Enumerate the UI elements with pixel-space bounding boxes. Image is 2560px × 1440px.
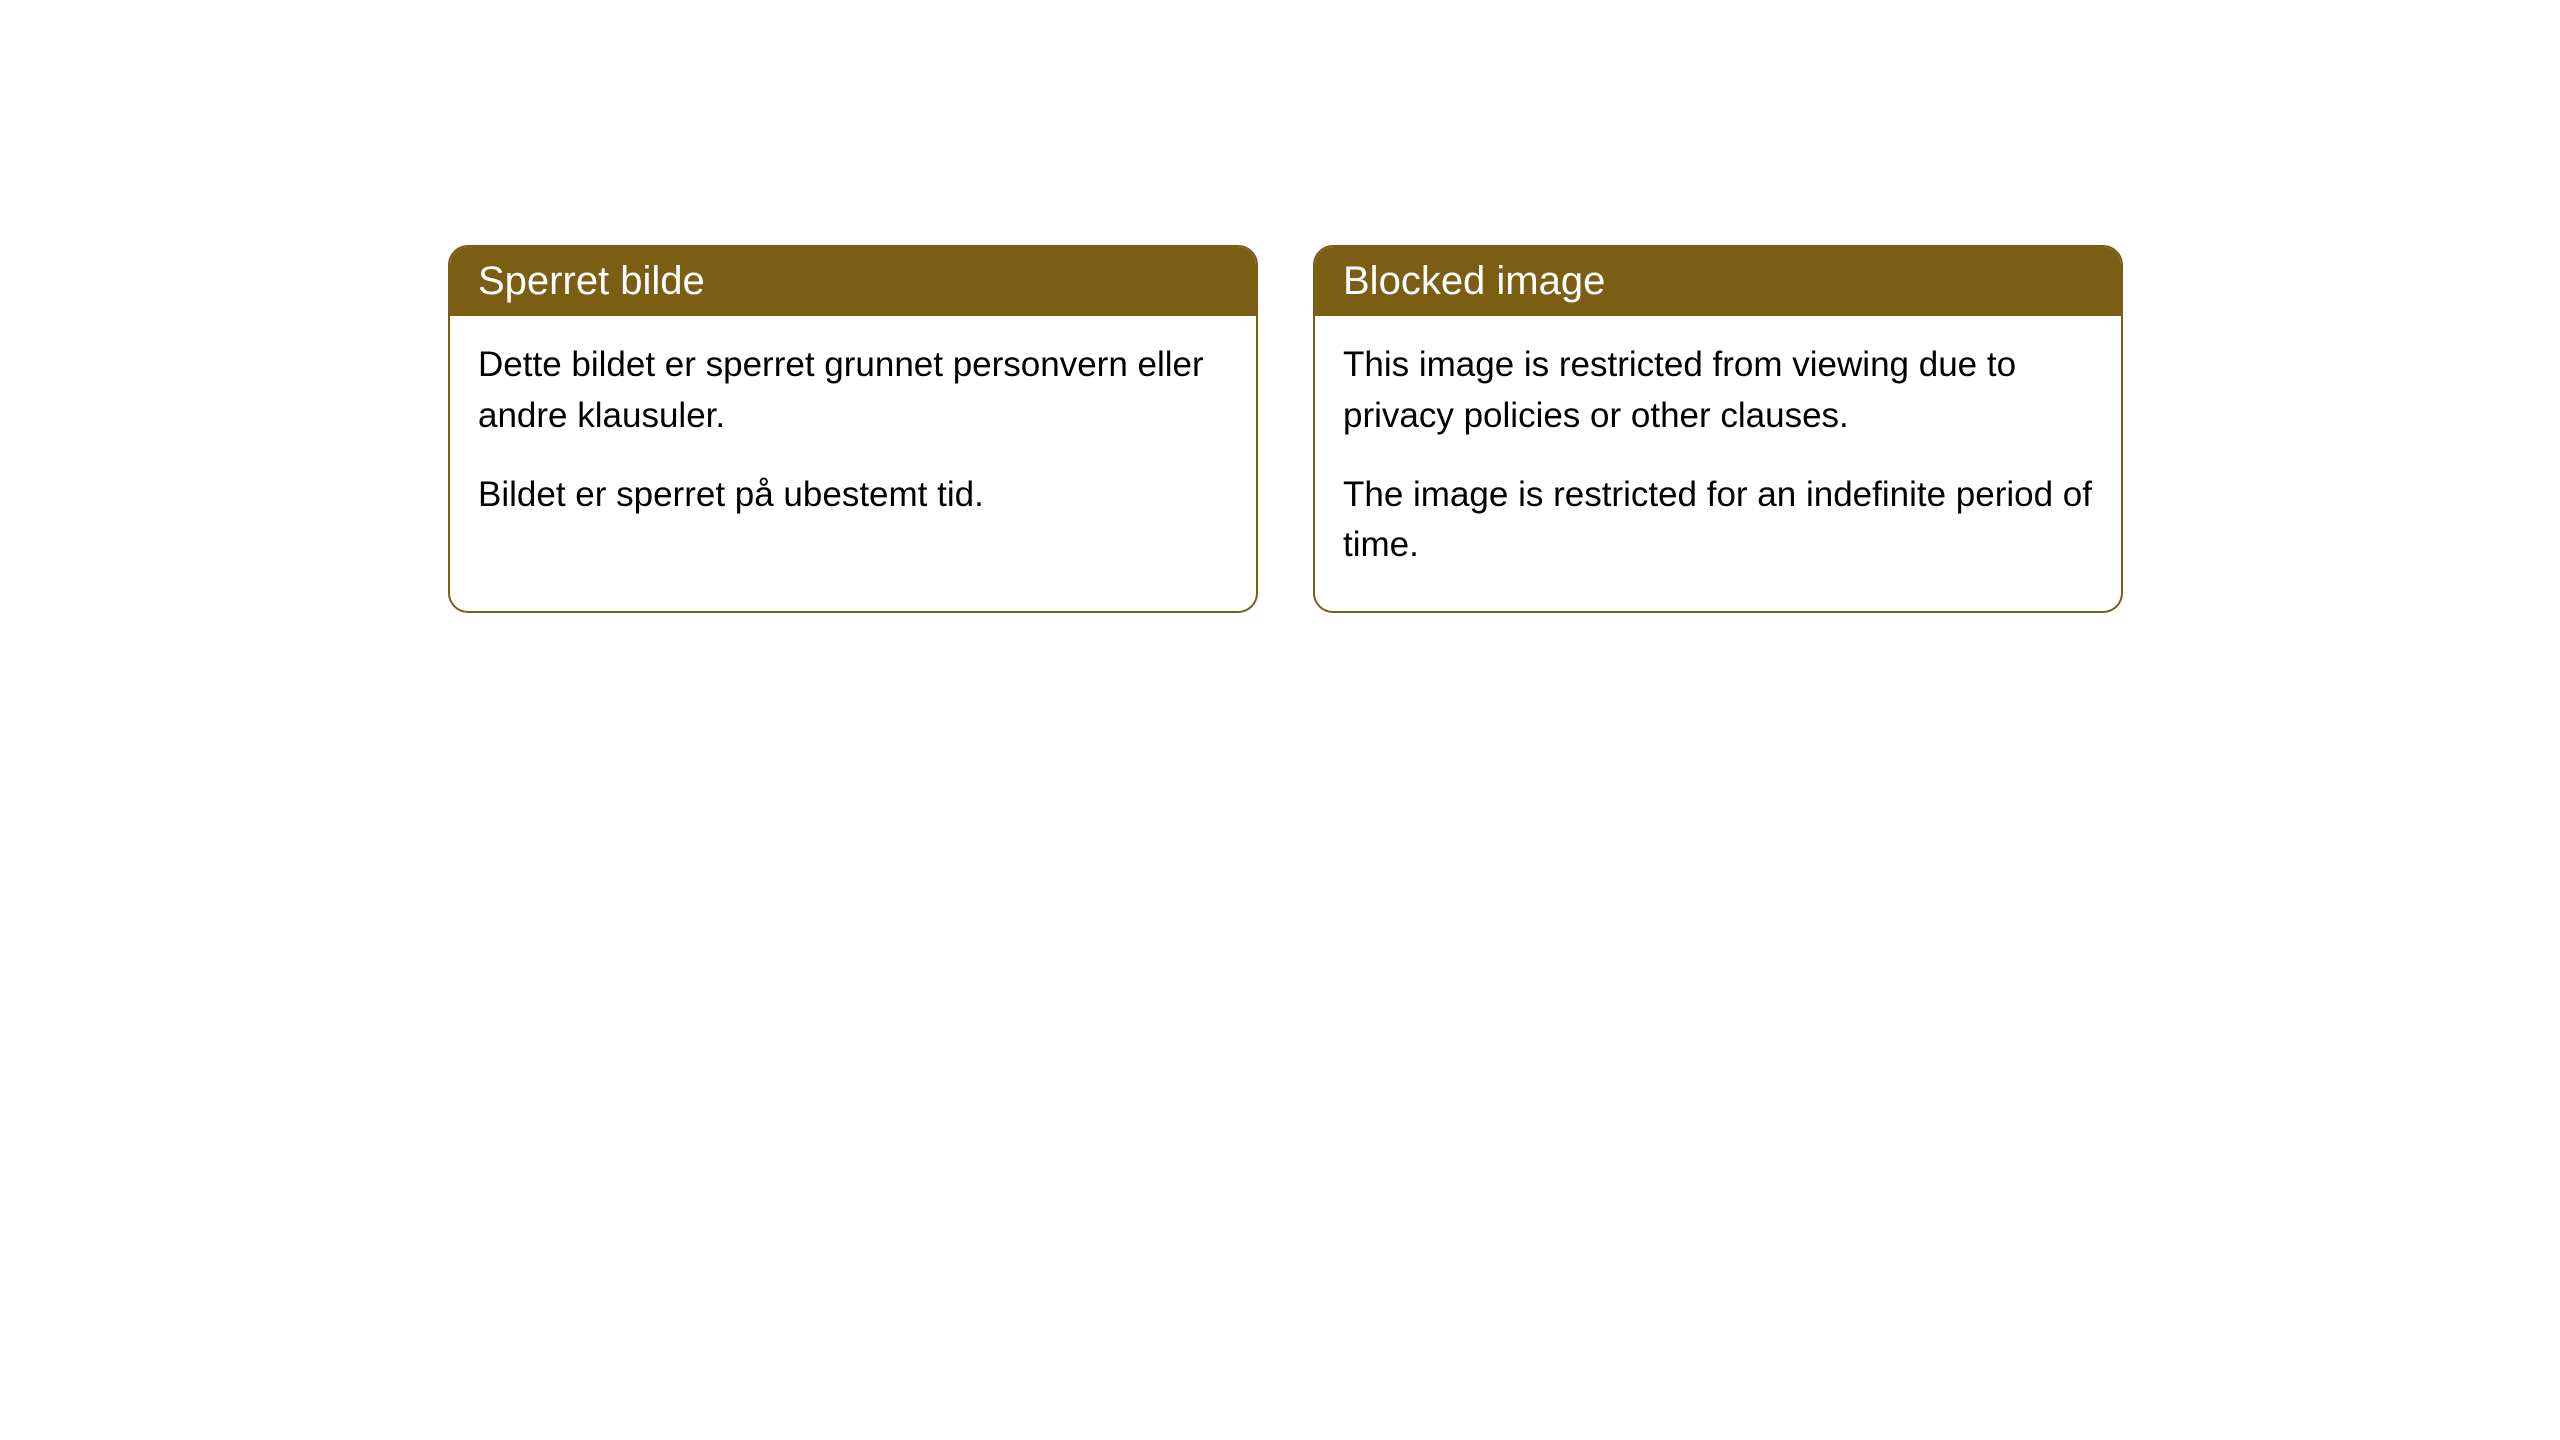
card-paragraph-2-norwegian: Bildet er sperret på ubestemt tid. [478,470,1228,521]
card-english: Blocked image This image is restricted f… [1313,245,2123,613]
card-paragraph-1-norwegian: Dette bildet er sperret grunnet personve… [478,340,1228,442]
card-header-english: Blocked image [1315,247,2121,316]
card-header-norwegian: Sperret bilde [450,247,1256,316]
cards-container: Sperret bilde Dette bildet er sperret gr… [448,245,2123,613]
card-body-norwegian: Dette bildet er sperret grunnet personve… [450,316,1256,560]
card-paragraph-1-english: This image is restricted from viewing du… [1343,340,2093,442]
card-norwegian: Sperret bilde Dette bildet er sperret gr… [448,245,1258,613]
card-body-english: This image is restricted from viewing du… [1315,316,2121,611]
card-title-english: Blocked image [1343,259,1605,303]
card-title-norwegian: Sperret bilde [478,259,705,303]
card-paragraph-2-english: The image is restricted for an indefinit… [1343,470,2093,572]
